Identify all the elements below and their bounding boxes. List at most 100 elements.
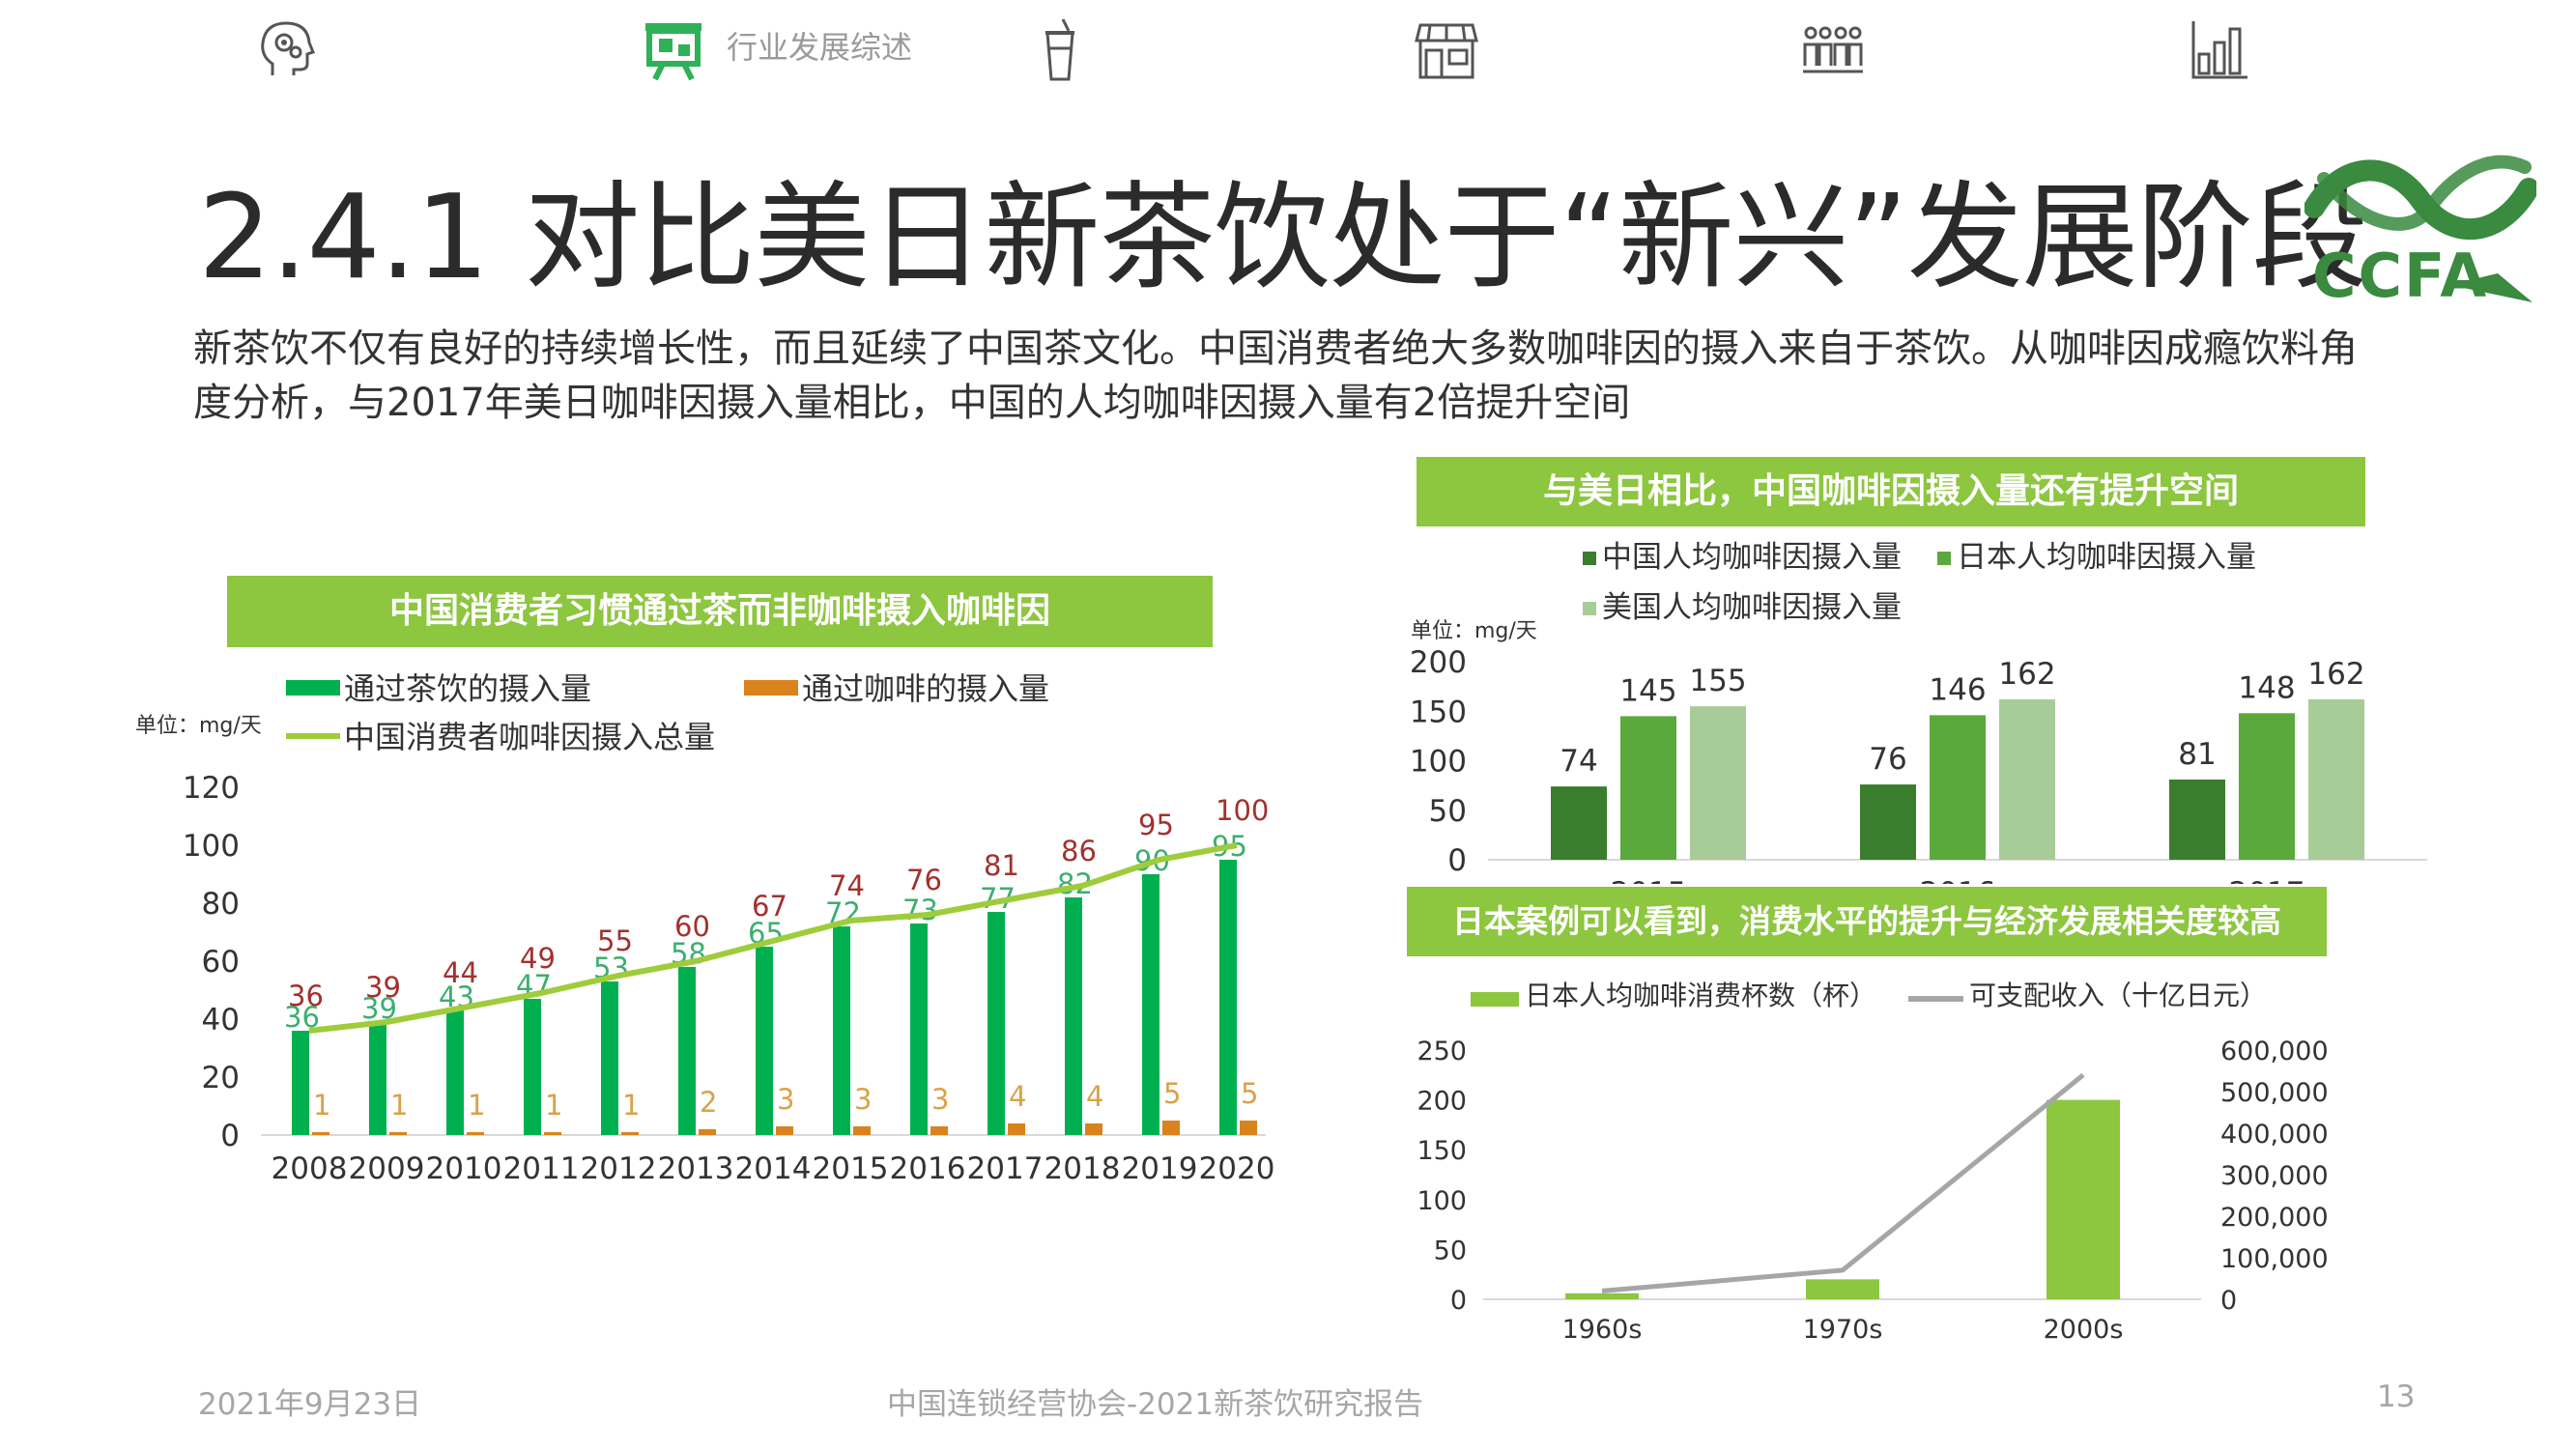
y-tick-label: 40 — [202, 1003, 240, 1037]
bar-coffee — [1008, 1123, 1025, 1135]
data-label-coffee: 1 — [468, 1089, 485, 1122]
y-tick-label: 0 — [1447, 843, 1467, 878]
bar-coffee — [699, 1129, 716, 1135]
data-label: 81 — [2178, 737, 2216, 772]
y-tick-label: 100 — [1410, 745, 1467, 780]
data-label-total: 74 — [829, 869, 865, 902]
bar-tea — [524, 999, 541, 1135]
data-label-total: 100 — [1216, 794, 1269, 827]
bar-tea — [678, 967, 696, 1135]
footer-source: 中国连锁经营协会-2021新茶饮研究报告 — [887, 1387, 1424, 1422]
data-label-coffee: 1 — [545, 1089, 562, 1122]
legend-label-total: 中国消费者咖啡因摄入总量 — [344, 719, 715, 755]
data-label-coffee: 5 — [1241, 1077, 1258, 1110]
bar-cups — [1565, 1293, 1639, 1299]
drink-cup-icon[interactable] — [1026, 15, 1094, 83]
bar-tea — [756, 947, 773, 1135]
x-tick-label: 2012 — [581, 1151, 657, 1186]
x-tick-label: 2016 — [1920, 876, 1996, 884]
legend-label-income: 可支配收入（十亿日元） — [1969, 980, 2267, 1011]
x-tick-label: 2015 — [813, 1151, 889, 1186]
y2-tick-label: 500,000 — [2220, 1078, 2329, 1108]
x-tick-label: 2016 — [890, 1151, 966, 1186]
legend-swatch-china — [1583, 552, 1596, 565]
chart3-title-banner: 日本案例可以看到，消费水平的提升与经济发展相关度较高 — [1407, 887, 2327, 956]
data-label-total: 95 — [1138, 809, 1174, 841]
y2-tick-label: 400,000 — [2220, 1120, 2329, 1150]
data-label-coffee: 3 — [854, 1083, 872, 1116]
data-label-total: 76 — [906, 864, 942, 896]
svg-text:CCFA: CCFA — [2312, 241, 2488, 309]
legend-label-us: 美国人均咖啡因摄入量 — [1602, 590, 1902, 625]
legend-label-cups: 日本人均咖啡消费杯数（杯） — [1525, 980, 1876, 1011]
data-label: 76 — [1869, 742, 1906, 777]
data-label-coffee: 5 — [1163, 1077, 1181, 1110]
bar-tea — [292, 1031, 309, 1135]
x-tick-label: 1960s — [1562, 1315, 1643, 1345]
x-tick-label: 2000s — [2044, 1315, 2124, 1345]
bar-coffee — [389, 1132, 407, 1135]
bar-china — [2169, 779, 2225, 860]
bar-japan — [2239, 713, 2295, 860]
data-label-total: 36 — [288, 980, 324, 1012]
data-label-coffee: 4 — [1086, 1080, 1103, 1113]
data-label-total: 55 — [597, 924, 633, 957]
bar-chart-icon[interactable] — [2186, 15, 2253, 83]
bar-tea — [601, 981, 618, 1135]
y-tick-label: 100 — [183, 829, 240, 864]
legend-label-china: 中国人均咖啡因摄入量 — [1602, 540, 1902, 575]
bar-coffee — [312, 1132, 329, 1135]
y-tick-label: 20 — [202, 1061, 240, 1095]
head-gears-icon[interactable] — [253, 15, 321, 83]
people-group-icon[interactable] — [1799, 15, 1867, 83]
bar-coffee — [1085, 1123, 1102, 1135]
data-label: 74 — [1560, 744, 1597, 779]
bar-tea — [987, 912, 1005, 1135]
storefront-icon[interactable] — [1413, 15, 1480, 83]
data-label-total: 39 — [365, 971, 401, 1004]
data-label: 148 — [2238, 670, 2295, 705]
bar-coffee — [1240, 1121, 1257, 1135]
bar-coffee — [1162, 1121, 1180, 1135]
data-label-coffee: 3 — [931, 1083, 949, 1116]
bar-tea — [1065, 897, 1082, 1135]
y-tick-label: 50 — [1429, 794, 1467, 829]
legend-label-coffee: 通过咖啡的摄入量 — [802, 670, 1049, 707]
x-tick-label: 2017 — [967, 1151, 1044, 1186]
unit-label: 单位：mg/天 — [1411, 619, 1537, 643]
intro-paragraph: 新茶饮不仅有良好的持续增长性，而且延续了中国茶文化。中国消费者绝大多数咖啡因的摄… — [193, 327, 2358, 425]
y-tick-label: 200 — [1417, 1087, 1467, 1117]
footer-date: 2021年9月23日 — [198, 1387, 422, 1422]
data-label-tea: 73 — [902, 894, 938, 926]
bar-china — [1860, 784, 1916, 860]
bar-cups — [2046, 1099, 2120, 1299]
y-tick-label: 150 — [1417, 1136, 1467, 1166]
bar-japan — [1930, 715, 1986, 860]
legend-label-japan: 日本人均咖啡因摄入量 — [1957, 540, 2256, 575]
bar-coffee — [776, 1126, 793, 1135]
data-label-total: 49 — [520, 942, 556, 975]
y-tick-label: 250 — [1417, 1037, 1467, 1066]
y-tick-label: 80 — [202, 887, 240, 922]
chart2-title-banner: 与美日相比，中国咖啡因摄入量还有提升空间 — [1417, 457, 2365, 526]
x-tick-label: 1970s — [1803, 1315, 1883, 1345]
nav-active-label[interactable]: 行业发展综述 — [727, 29, 913, 66]
data-label: 145 — [1619, 673, 1676, 708]
ccfa-logo: CCFA — [2304, 155, 2536, 309]
y2-tick-label: 100,000 — [2220, 1244, 2329, 1274]
x-tick-label: 2020 — [1199, 1151, 1275, 1186]
presentation-board-icon[interactable] — [640, 15, 707, 83]
x-tick-label: 2013 — [658, 1151, 734, 1186]
data-label-coffee: 3 — [777, 1083, 794, 1116]
series-line-income — [1601, 1072, 2085, 1293]
bar-cups — [1806, 1279, 1879, 1299]
data-label: 155 — [1689, 664, 1746, 698]
bar-coffee — [853, 1126, 871, 1135]
y2-tick-label: 200,000 — [2220, 1203, 2329, 1233]
data-label-total: 86 — [1061, 835, 1097, 867]
legend-swatch-us — [1583, 602, 1596, 615]
data-label-total: 67 — [752, 890, 787, 923]
x-tick-label: 2011 — [503, 1151, 580, 1186]
x-tick-label: 2008 — [272, 1151, 348, 1186]
x-tick-label: 2015 — [1611, 876, 1687, 884]
